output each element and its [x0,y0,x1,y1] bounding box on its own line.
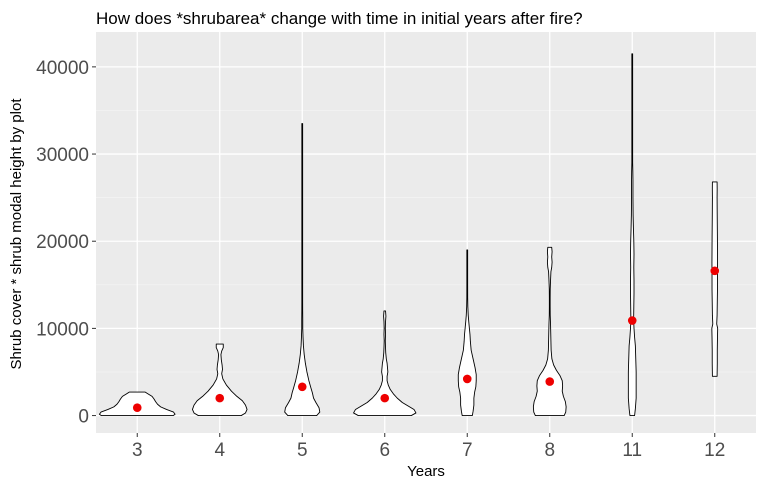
y-tick-label: 10000 [36,319,89,340]
violin-year-8 [532,246,567,417]
y-axis-label: Shrub cover * shrub modal height by plot [8,98,25,370]
plot-panel [96,32,756,433]
y-axis: 0 10000 20000 30000 40000 [36,58,96,428]
x-tick-label: 11 [622,440,642,461]
mean-point-year-11 [627,316,637,325]
x-tick-label: 7 [462,440,473,461]
panel-background [96,32,756,433]
x-tick-label: 12 [704,440,725,461]
violin-year-12 [711,181,719,377]
y-tick-label: 30000 [36,145,89,166]
violin-year-7 [457,249,477,417]
x-tick-label: 5 [297,440,308,461]
mean-point-year-12 [710,266,720,276]
x-axis-label: Years [407,463,445,480]
x-axis: 3 4 5 6 7 8 11 12 [132,433,725,461]
mean-point-year-8 [545,377,555,386]
violin-year-6 [353,310,417,417]
mean-point-year-5 [297,382,307,392]
x-tick-label: 6 [379,440,390,461]
chart-title: How does *shrubarea* change with time in… [96,9,583,28]
mean-point-year-4 [215,393,225,403]
mean-point-year-6 [380,393,390,403]
mean-point-year-3 [132,403,142,413]
x-tick-label: 8 [544,440,555,461]
x-tick-label: 3 [132,440,143,461]
y-tick-label: 20000 [36,232,89,253]
y-tick-label: 40000 [36,58,89,79]
violin-year-4 [192,343,248,417]
x-tick-label: 4 [214,440,225,461]
mean-point-year-7 [462,374,472,384]
violin-year-5 [284,123,321,417]
y-tick-label: 0 [78,407,89,428]
mean-point-group [132,266,720,413]
